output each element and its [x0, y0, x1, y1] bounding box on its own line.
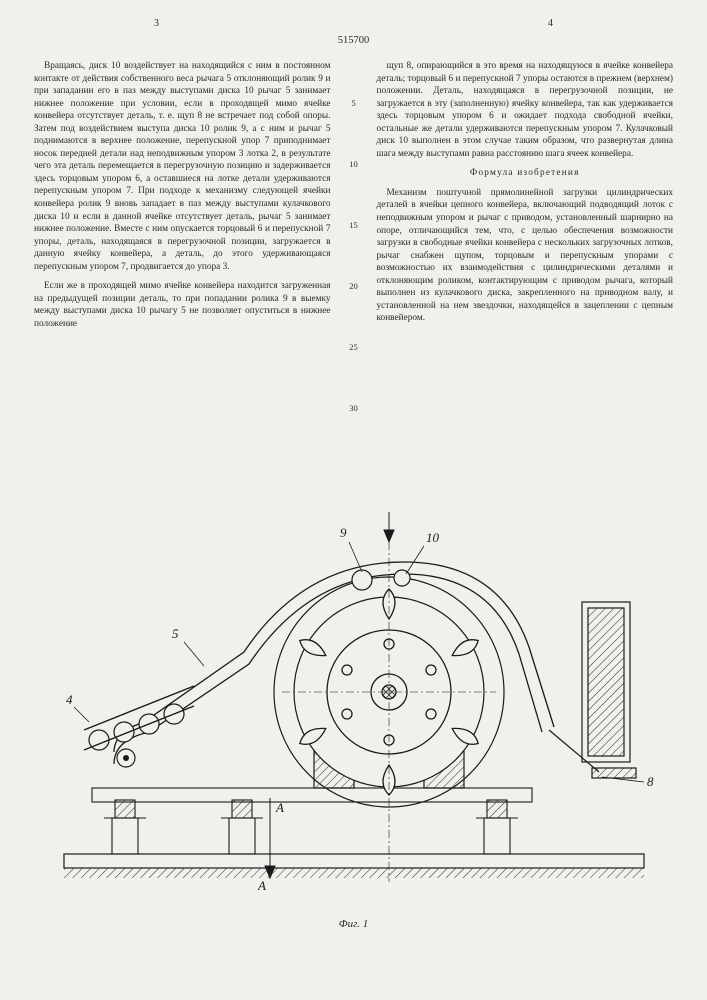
- base-rail: [64, 854, 644, 868]
- mechanism-diagram: 4 5 9 10 8 A A: [44, 482, 664, 912]
- figure-1: 4 5 9 10 8 A A Фиг. 1: [34, 482, 673, 930]
- line-num: 25: [347, 342, 361, 352]
- page-header: 3 4: [34, 18, 673, 29]
- figure-label: Фиг. 1: [34, 918, 673, 930]
- right-column: щуп 8, опирающийся в это время на находя…: [377, 60, 674, 464]
- callout-8: 8: [647, 774, 654, 789]
- tray-rollers: [84, 686, 194, 750]
- line-num: 20: [347, 281, 361, 291]
- roller-9: [352, 570, 372, 590]
- base-hatch: [64, 868, 644, 878]
- support-bar: [92, 788, 532, 802]
- section-a-right: A: [275, 800, 284, 815]
- lever-pivot-pin: [123, 755, 129, 761]
- line-num: 30: [347, 403, 361, 413]
- line-num: 5: [347, 98, 361, 108]
- callout-4: 4: [66, 692, 73, 707]
- roller-10-ref: [394, 570, 410, 586]
- left-p1: Вращаясь, диск 10 воздействует на находя…: [34, 60, 331, 273]
- line-num: 15: [347, 220, 361, 230]
- conveyor-cell: [582, 602, 630, 762]
- callout-5: 5: [172, 626, 179, 641]
- page-number-right: 4: [548, 18, 553, 29]
- callout-9: 9: [340, 525, 347, 540]
- left-p2: Если же в проходящей мимо ячейке конвейе…: [34, 280, 331, 330]
- support-bolts: [104, 800, 518, 854]
- line-num: 10: [347, 159, 361, 169]
- section-a-left: A: [257, 878, 266, 893]
- right-p2: Механизм поштучной прямолинейной загрузк…: [377, 187, 674, 325]
- page-number-left: 3: [154, 18, 159, 29]
- left-column: Вращаясь, диск 10 воздействует на находя…: [34, 60, 331, 464]
- patent-number: 515700: [34, 35, 673, 46]
- callout-10: 10: [426, 530, 440, 545]
- formula-title: Формула изобретения: [377, 167, 674, 180]
- line-number-gutter: 5 10 15 20 25 30: [347, 60, 361, 464]
- text-columns: Вращаясь, диск 10 воздействует на находя…: [34, 60, 673, 464]
- right-p1: щуп 8, опирающийся в это время на находя…: [377, 60, 674, 160]
